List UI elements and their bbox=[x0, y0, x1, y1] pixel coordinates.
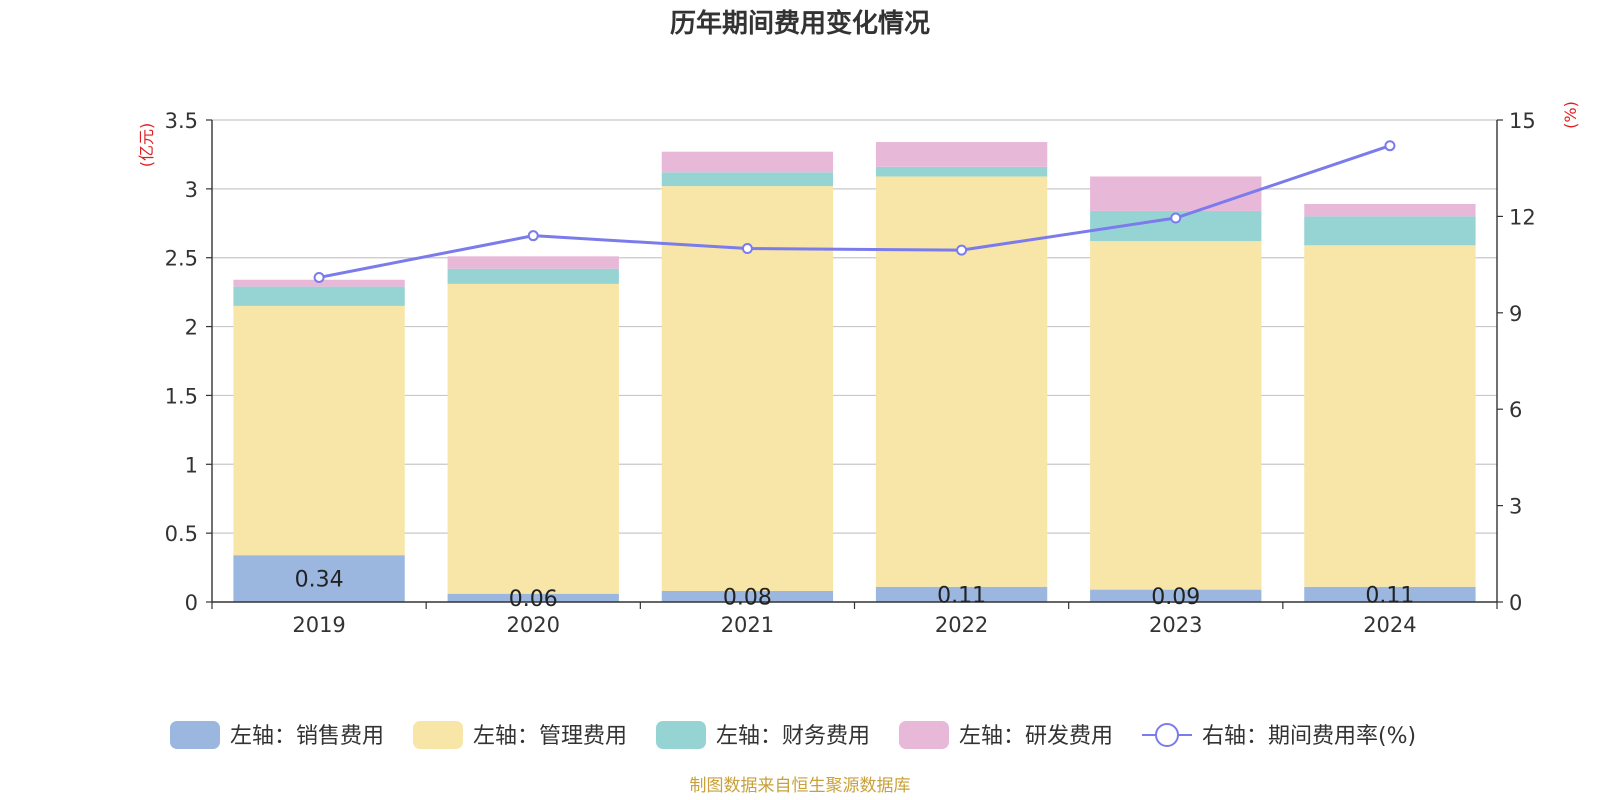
chart-title: 历年期间费用变化情况 bbox=[670, 8, 930, 39]
legend-label: 左轴：研发费用 bbox=[959, 724, 1113, 749]
x-tick-label: 2023 bbox=[1149, 613, 1202, 637]
bar-value-label: 0.09 bbox=[1151, 585, 1200, 610]
bar-segment bbox=[661, 590, 834, 602]
x-tick-label: 2022 bbox=[935, 613, 988, 637]
line-point bbox=[527, 230, 539, 242]
legend-swatch bbox=[656, 721, 706, 749]
bar-segment bbox=[447, 283, 619, 594]
left-tick-label: 1 bbox=[185, 453, 198, 477]
bar-segment bbox=[1304, 245, 1476, 587]
line-point bbox=[1170, 212, 1182, 224]
bar-segment bbox=[233, 555, 405, 602]
bar-segment bbox=[875, 586, 1048, 602]
bar-segment bbox=[1090, 589, 1262, 602]
bar-segment bbox=[1304, 586, 1476, 602]
axes: 0 0.5 1 1.5 2 2.5 3 3.5 0 3 6 9 12 15 2019 2020 2021 2022… bbox=[165, 109, 1536, 637]
left-tick-label: 1.5 bbox=[165, 384, 198, 408]
legend-label: 左轴：管理费用 bbox=[473, 724, 627, 749]
line-series bbox=[313, 140, 1396, 283]
bar-segment bbox=[661, 172, 834, 187]
left-tick-label: 3.5 bbox=[165, 109, 198, 133]
bar-value-label: 0.34 bbox=[295, 568, 344, 593]
bar-segment bbox=[447, 593, 619, 602]
bar-segment bbox=[1090, 176, 1262, 211]
legend-marker bbox=[1155, 723, 1179, 747]
right-axis-unit-label: (%) bbox=[1561, 101, 1580, 129]
bar-segment bbox=[447, 268, 619, 284]
right-tick-label: 3 bbox=[1509, 495, 1522, 519]
bar-value-label: 0.06 bbox=[509, 587, 558, 612]
bar-segment bbox=[661, 151, 834, 173]
left-tick-label: 2.5 bbox=[165, 247, 198, 271]
source-note: 制图数据来自恒生聚源数据库 bbox=[690, 776, 911, 796]
x-tick-label: 2019 bbox=[292, 613, 345, 637]
bar-value-label: 0.08 bbox=[723, 585, 772, 610]
bar-segment bbox=[875, 166, 1048, 177]
bar-segment bbox=[233, 286, 405, 306]
bar-segment bbox=[1304, 216, 1476, 246]
legend-swatch bbox=[899, 721, 949, 749]
x-tick-label: 2024 bbox=[1363, 613, 1416, 637]
bar-segment bbox=[233, 305, 405, 556]
line-point bbox=[1384, 140, 1396, 152]
line-point bbox=[313, 271, 325, 283]
left-tick-label: 2 bbox=[185, 316, 198, 340]
left-axis-unit-label: (亿元) bbox=[137, 123, 156, 168]
x-tick-label: 2020 bbox=[507, 613, 560, 637]
right-tick-label: 6 bbox=[1509, 398, 1522, 422]
right-tick-label: 15 bbox=[1509, 109, 1536, 133]
bar-segment bbox=[875, 176, 1048, 587]
bar-segment bbox=[875, 142, 1048, 167]
left-tick-label: 0 bbox=[185, 591, 198, 615]
legend-swatch bbox=[170, 721, 220, 749]
legend-label: 右轴：期间费用率(%) bbox=[1202, 724, 1416, 749]
bar-segment bbox=[233, 279, 405, 287]
legend-label: 左轴：财务费用 bbox=[716, 724, 870, 749]
right-tick-label: 9 bbox=[1509, 302, 1522, 326]
line-point bbox=[741, 243, 753, 255]
bar-segment bbox=[447, 256, 619, 269]
bar-segment bbox=[1304, 204, 1476, 217]
legend: 左轴：销售费用 左轴：管理费用 左轴：财务费用 左轴：研发费用 右轴：期间费用率(%) bbox=[170, 721, 1416, 749]
bar-value-label: 0.11 bbox=[1365, 583, 1414, 608]
right-tick-label: 12 bbox=[1509, 205, 1536, 229]
data-labels: 0.34 0.06 0.08 0.11 0.09 0.11 bbox=[295, 568, 1415, 612]
left-tick-label: 3 bbox=[185, 178, 198, 202]
legend-swatch bbox=[413, 721, 463, 749]
x-tick-label: 2021 bbox=[721, 613, 774, 637]
bar-segment bbox=[1090, 241, 1262, 590]
bar-value-label: 0.11 bbox=[937, 583, 986, 608]
legend-label: 左轴：销售费用 bbox=[230, 724, 384, 749]
right-tick-label: 0 bbox=[1509, 591, 1522, 615]
left-tick-label: 0.5 bbox=[165, 522, 198, 546]
line-point bbox=[956, 244, 968, 256]
line-series-path bbox=[318, 144, 1391, 279]
